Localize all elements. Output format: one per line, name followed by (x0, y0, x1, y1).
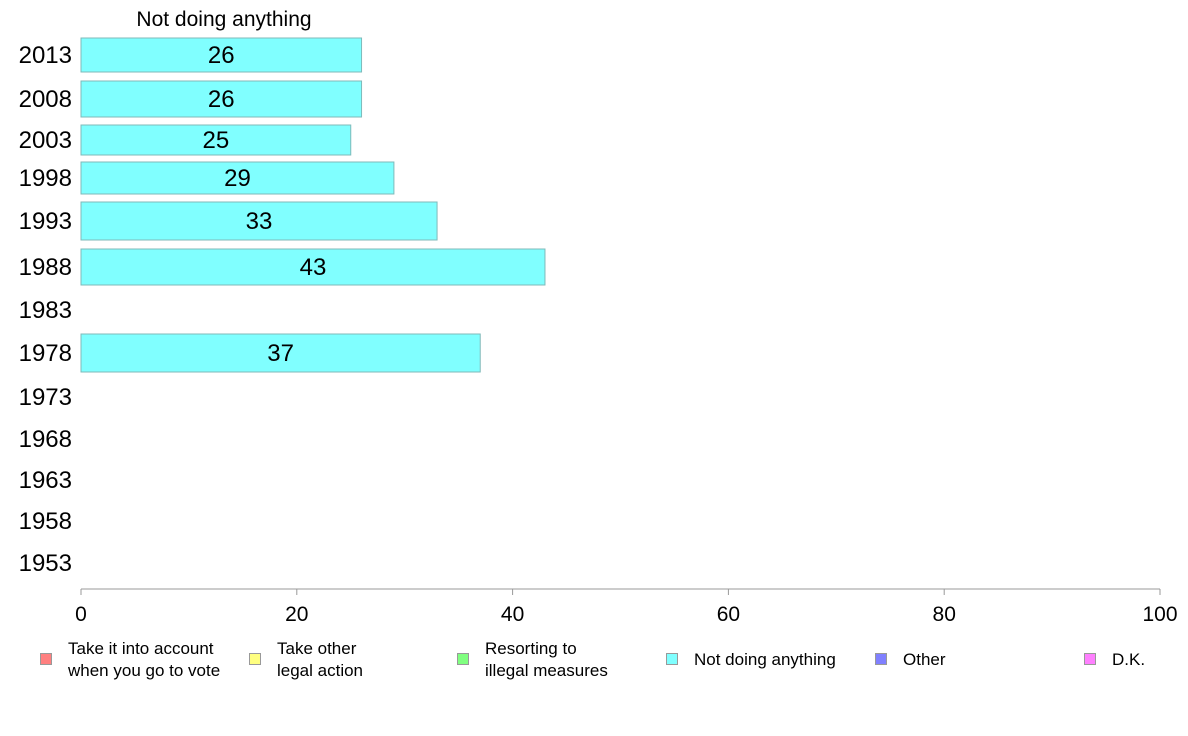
bar (80, 37, 363, 73)
bar (80, 161, 395, 195)
bar (80, 333, 481, 373)
legend-swatch (457, 653, 469, 665)
data-label: 33 (246, 208, 273, 235)
category-label: 1993 (19, 208, 72, 235)
x-tick-label: 40 (501, 603, 524, 626)
category-label: 1983 (19, 297, 72, 324)
data-label: 26 (208, 86, 235, 113)
x-tick-label: 60 (717, 603, 740, 626)
category-label: 1998 (19, 165, 72, 192)
x-tick-label: 100 (1142, 603, 1177, 626)
legend-label: D.K. (1112, 650, 1146, 669)
x-tick-label: 20 (285, 603, 308, 626)
legend-swatch (1084, 653, 1096, 665)
legend-item: Take it into account when you go to vote (40, 638, 220, 682)
bar (80, 124, 352, 156)
x-tick-label: 0 (75, 603, 87, 626)
legend-label: Take other legal action (277, 639, 364, 680)
category-label: 1973 (19, 384, 72, 411)
legend-label: Other (903, 650, 946, 669)
legend-swatch (875, 653, 887, 665)
x-tick-label: 80 (933, 603, 956, 626)
category-label: 2008 (19, 86, 72, 113)
legend-item: Take other legal action (249, 638, 363, 682)
category-label: 1963 (19, 467, 72, 494)
legend-item: Not doing anything (666, 638, 836, 671)
data-label: 26 (208, 42, 235, 69)
legend: Take it into account when you go to vote… (0, 638, 1188, 698)
category-label: 2003 (19, 127, 72, 154)
bar (80, 201, 438, 241)
category-label: 2013 (19, 42, 72, 69)
data-label: 43 (300, 254, 327, 281)
legend-label: Take it into account when you go to vote (68, 639, 221, 680)
bar (80, 80, 363, 118)
legend-label: Not doing anything (694, 650, 836, 669)
data-label: 37 (267, 340, 294, 367)
category-label: 1978 (19, 340, 72, 367)
legend-item: Other (875, 638, 946, 671)
legend-swatch (249, 653, 261, 665)
category-label: 1968 (19, 426, 72, 453)
category-label: 1953 (19, 550, 72, 577)
legend-label: Resorting to illegal measures (485, 639, 608, 680)
data-label: 25 (203, 127, 230, 154)
legend-swatch (40, 653, 52, 665)
legend-item: Resorting to illegal measures (457, 638, 608, 682)
panel-title: Not doing anything (136, 8, 311, 31)
legend-item: D.K. (1084, 638, 1145, 671)
category-label: 1988 (19, 254, 72, 281)
category-label: 1958 (19, 508, 72, 535)
legend-swatch (666, 653, 678, 665)
x-axis-ticks: 0 20 40 60 80 100 (75, 589, 1178, 626)
data-label: 29 (224, 165, 251, 192)
bar-rows: 2013 26 2008 26 2003 25 1998 29 1993 33 1988 43 1983… (19, 37, 546, 577)
bar (80, 248, 546, 286)
bar-chart: Not doing anything 2013 26 2008 26 2003 25 199… (19, 8, 1178, 626)
